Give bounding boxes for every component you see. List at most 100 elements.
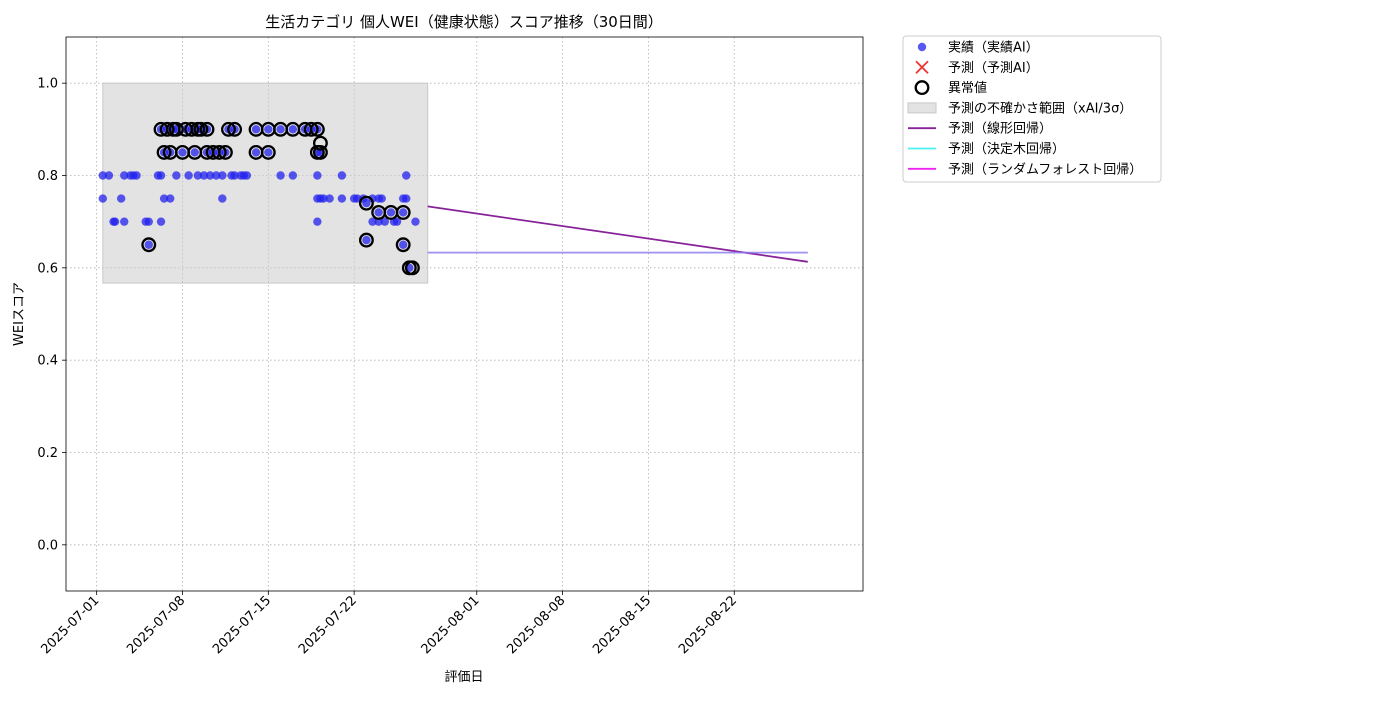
- actual-point: [313, 171, 322, 180]
- x-axis-ticks: 2025-07-01 2025-07-08 2025-07-15 2025-07-22…: [38, 591, 740, 657]
- actual-point: [402, 171, 411, 180]
- legend-frame: [902, 35, 1162, 183]
- actual-point: [353, 194, 362, 203]
- actual-point: [116, 194, 126, 203]
- x-tick-label: 2025-08-08: [504, 593, 568, 657]
- legend-item: 予測（ランダムフォレスト回帰）: [908, 161, 1142, 177]
- y-tick-label: 0.2: [37, 446, 58, 461]
- actual-point: [288, 171, 298, 180]
- y-tick-label: 0.8: [37, 169, 58, 184]
- anomaly-marker: [358, 232, 374, 248]
- actual-point: [242, 171, 252, 180]
- anomaly-marker: [395, 204, 411, 220]
- actual-point: [120, 171, 129, 180]
- chart-title: 生活カテゴリ 個人WEI（健康状態）スコア推移（30日間）: [265, 13, 663, 31]
- actual-point: [337, 171, 347, 180]
- legend-label: 異常値: [948, 80, 987, 96]
- legend-label: 予測（線形回帰）: [948, 121, 1052, 137]
- actual-point: [110, 217, 120, 226]
- actual-point: [178, 148, 187, 157]
- legend-marker: [915, 60, 929, 74]
- actual-point: [374, 208, 383, 217]
- actual-point: [377, 194, 386, 203]
- anomaly-marker: [312, 135, 328, 151]
- x-tick-label: 2025-07-22: [296, 593, 360, 657]
- actual-point: [380, 217, 389, 226]
- actual-point: [251, 125, 261, 134]
- actual-point: [156, 171, 166, 180]
- actual-point: [402, 194, 411, 203]
- actual-point: [132, 171, 141, 180]
- legend-marker: [914, 80, 930, 96]
- legend-label: 予測（決定木回帰）: [948, 141, 1065, 157]
- actual-point: [264, 148, 273, 157]
- legend-item: 予測（線形回帰）: [908, 121, 1052, 137]
- actual-point: [172, 171, 181, 180]
- anomaly-marker: [303, 121, 319, 137]
- actual-point: [156, 217, 166, 226]
- actual-point: [218, 171, 227, 180]
- actual-point: [392, 217, 402, 226]
- legend-item: 実績（実績AI）: [917, 40, 1039, 56]
- actual-point: [325, 194, 334, 203]
- legend-label: 実績（実績AI）: [948, 40, 1039, 56]
- actual-point: [230, 171, 239, 180]
- x-tick-label: 2025-08-15: [590, 593, 654, 657]
- actual-point: [166, 194, 175, 203]
- y-axis-ticks: 0.0 0.2 0.4 0.6 0.8 1.0: [37, 77, 66, 553]
- anomaly-marker: [217, 144, 233, 160]
- legend-marker: [907, 102, 937, 114]
- actual-point: [288, 125, 298, 134]
- actual-point: [98, 171, 107, 180]
- anomaly-marker: [168, 121, 184, 137]
- y-tick-label: 0.4: [37, 354, 58, 369]
- actual-point: [193, 171, 203, 180]
- anomaly-marker: [358, 195, 374, 211]
- legend-marker: [917, 42, 927, 52]
- actual-point: [144, 217, 153, 226]
- anomaly-marker: [184, 121, 200, 137]
- legend-label: 予測（予測AI）: [948, 61, 1039, 76]
- actual-point: [159, 194, 169, 203]
- actual-point: [264, 125, 273, 134]
- anomaly-marker: [193, 121, 209, 137]
- anomaly-marker: [221, 121, 236, 137]
- anomaly-marker: [395, 237, 411, 253]
- actual-point: [184, 171, 193, 180]
- x-tick-label: 2025-08-22: [676, 593, 740, 657]
- actual-point: [199, 171, 209, 180]
- actual-point: [411, 217, 420, 226]
- y-tick-label: 1.0: [37, 77, 58, 92]
- actual-point: [205, 171, 215, 180]
- legend-item: 異常値: [914, 80, 987, 96]
- actual-point: [144, 240, 153, 249]
- x-axis-label: 評価日: [444, 670, 483, 685]
- anomaly-marker: [404, 260, 420, 276]
- x-tick-label: 2025-08-01: [419, 593, 483, 657]
- actual-point: [276, 125, 285, 134]
- anomaly-marker: [312, 144, 328, 160]
- actual-point: [251, 148, 261, 157]
- actual-point: [98, 194, 107, 203]
- actual-point: [386, 208, 396, 217]
- actual-point: [398, 208, 408, 217]
- actual-point: [218, 194, 227, 203]
- actual-point: [276, 171, 285, 180]
- actual-point: [104, 171, 114, 180]
- uncertainty-band-layer: [102, 82, 429, 284]
- legend-item: 予測（決定木回帰）: [908, 141, 1065, 157]
- anomaly-marker: [211, 144, 227, 160]
- actual-point: [212, 171, 221, 180]
- actual-point: [362, 199, 371, 208]
- anomaly-marker: [199, 121, 215, 137]
- anomaly-marker: [159, 121, 175, 137]
- legend-label: 予測の不確かさ範囲（xAI/3σ）: [948, 100, 1132, 116]
- y-tick-label: 0.6: [37, 261, 58, 276]
- actual-point: [313, 217, 322, 226]
- plot-frame: [65, 36, 864, 592]
- x-tick-label: 2025-07-15: [210, 593, 274, 657]
- regression-lines-layer: [427, 205, 808, 263]
